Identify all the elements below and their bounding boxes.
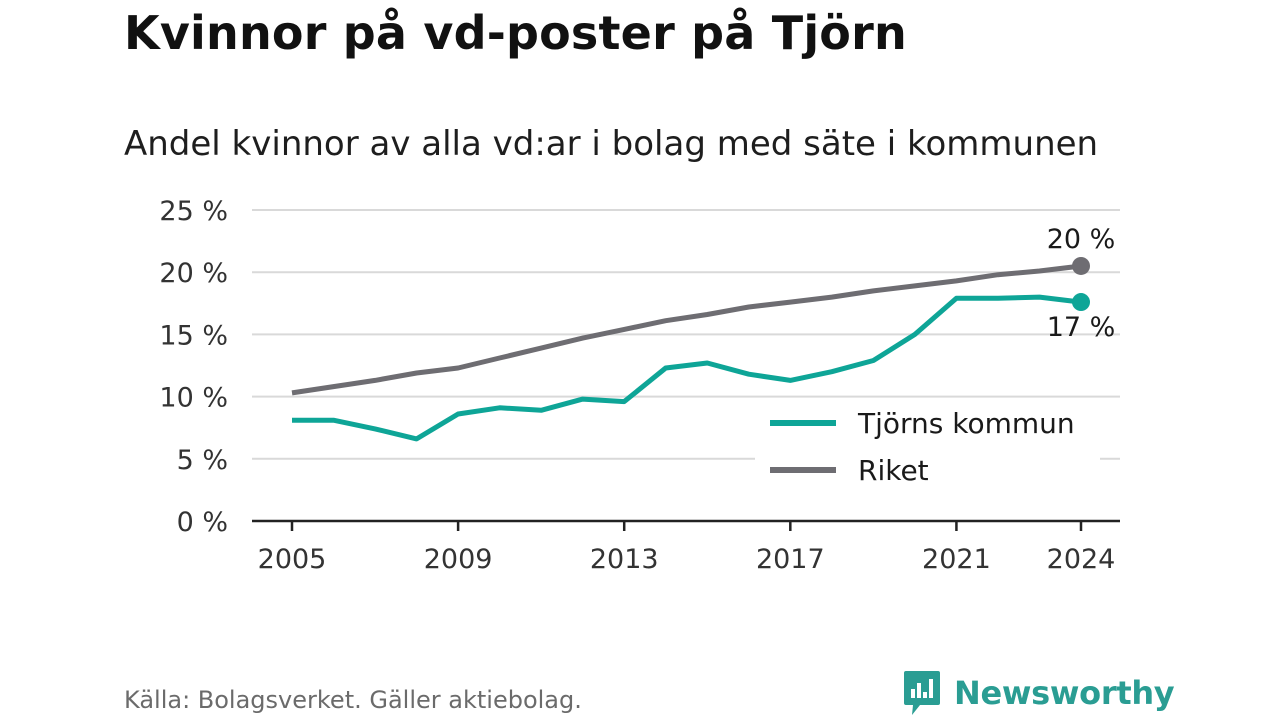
newsworthy-icon bbox=[904, 671, 940, 715]
chart-title: Kvinnor på vd-poster på Tjörn bbox=[124, 6, 907, 60]
x-tick-label: 2024 bbox=[1047, 544, 1116, 575]
legend-item-tjorn-label: Tjörns kommun bbox=[857, 407, 1075, 440]
legend-box bbox=[755, 398, 1100, 494]
series-line-tjorn bbox=[292, 294, 1082, 442]
y-tick-label: 10 % bbox=[159, 383, 228, 414]
y-tick-label: 5 % bbox=[177, 445, 228, 476]
x-tick-label: 2021 bbox=[922, 544, 991, 575]
y-tick-label: 20 % bbox=[159, 258, 228, 289]
legend-item-riket-label: Riket bbox=[858, 454, 929, 487]
x-tick-label: 2009 bbox=[424, 544, 493, 575]
chart-subtitle: Andel kvinnor av alla vd:ar i bolag med … bbox=[124, 124, 1099, 164]
series-line-riket bbox=[291, 263, 1082, 396]
newsworthy-logo: Newsworthy bbox=[902, 668, 1175, 718]
series-end-point-tjorn bbox=[1072, 293, 1090, 312]
y-tick-label: 15 % bbox=[159, 320, 228, 351]
y-tick-label: 0 % bbox=[177, 507, 228, 538]
x-tick-label: 2013 bbox=[590, 544, 659, 575]
end-label-tjorn: 17 % bbox=[1047, 312, 1116, 343]
x-tick-label: 2005 bbox=[258, 544, 327, 575]
brand-name: Newsworthy bbox=[954, 674, 1175, 712]
source-note: Källa: Bolagsverket. Gäller aktiebolag. bbox=[124, 686, 582, 714]
end-label-riket: 20 % bbox=[1047, 224, 1116, 255]
series-end-point-riket bbox=[1072, 256, 1090, 275]
x-tick-label: 2017 bbox=[756, 544, 825, 575]
y-tick-label: 25 % bbox=[159, 196, 228, 227]
